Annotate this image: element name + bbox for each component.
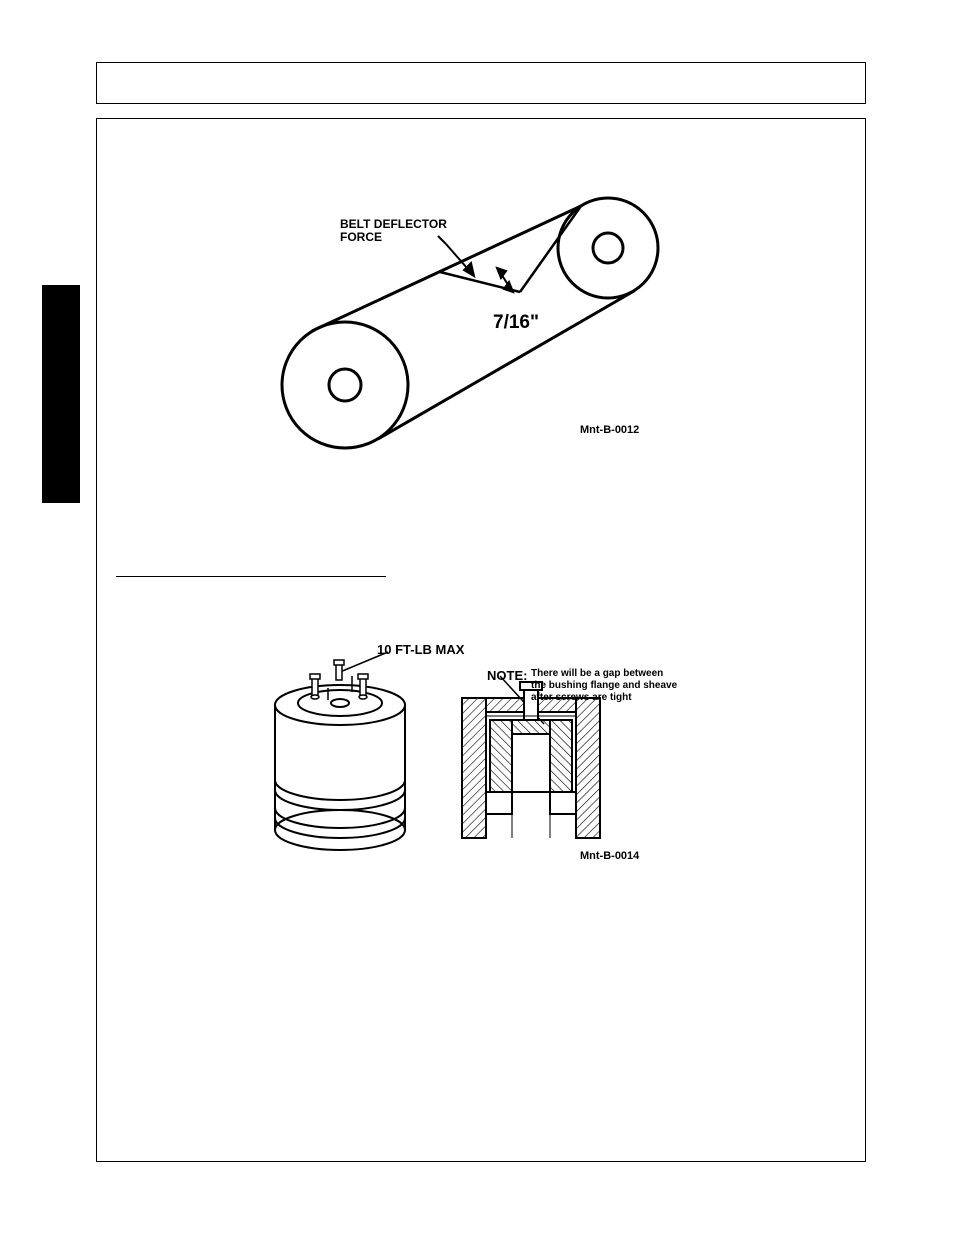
note-line3: after screws are tight [531,692,632,703]
belt-deflector-line2: FORCE [340,230,382,244]
note-label: NOTE: [487,668,527,683]
torque-label: 10 FT-LB MAX [377,642,464,657]
note-line2: the bushing flange and sheave [531,680,677,691]
deflection-measurement: 7/16" [493,312,539,334]
belt-deflector-label: BELT DEFLECTOR FORCE [340,218,447,244]
header-box [96,62,866,104]
belt-pulley-diagram [210,156,720,486]
belt-deflector-line1: BELT DEFLECTOR [340,217,447,231]
note-line1: There will be a gap between [531,668,663,679]
figure-ref-1: Mnt-B-0012 [580,424,639,436]
figure-ref-2: Mnt-B-0014 [580,850,639,862]
section-divider [116,576,386,577]
note-body: There will be a gap between the bushing … [531,668,701,704]
side-tab [42,285,80,503]
